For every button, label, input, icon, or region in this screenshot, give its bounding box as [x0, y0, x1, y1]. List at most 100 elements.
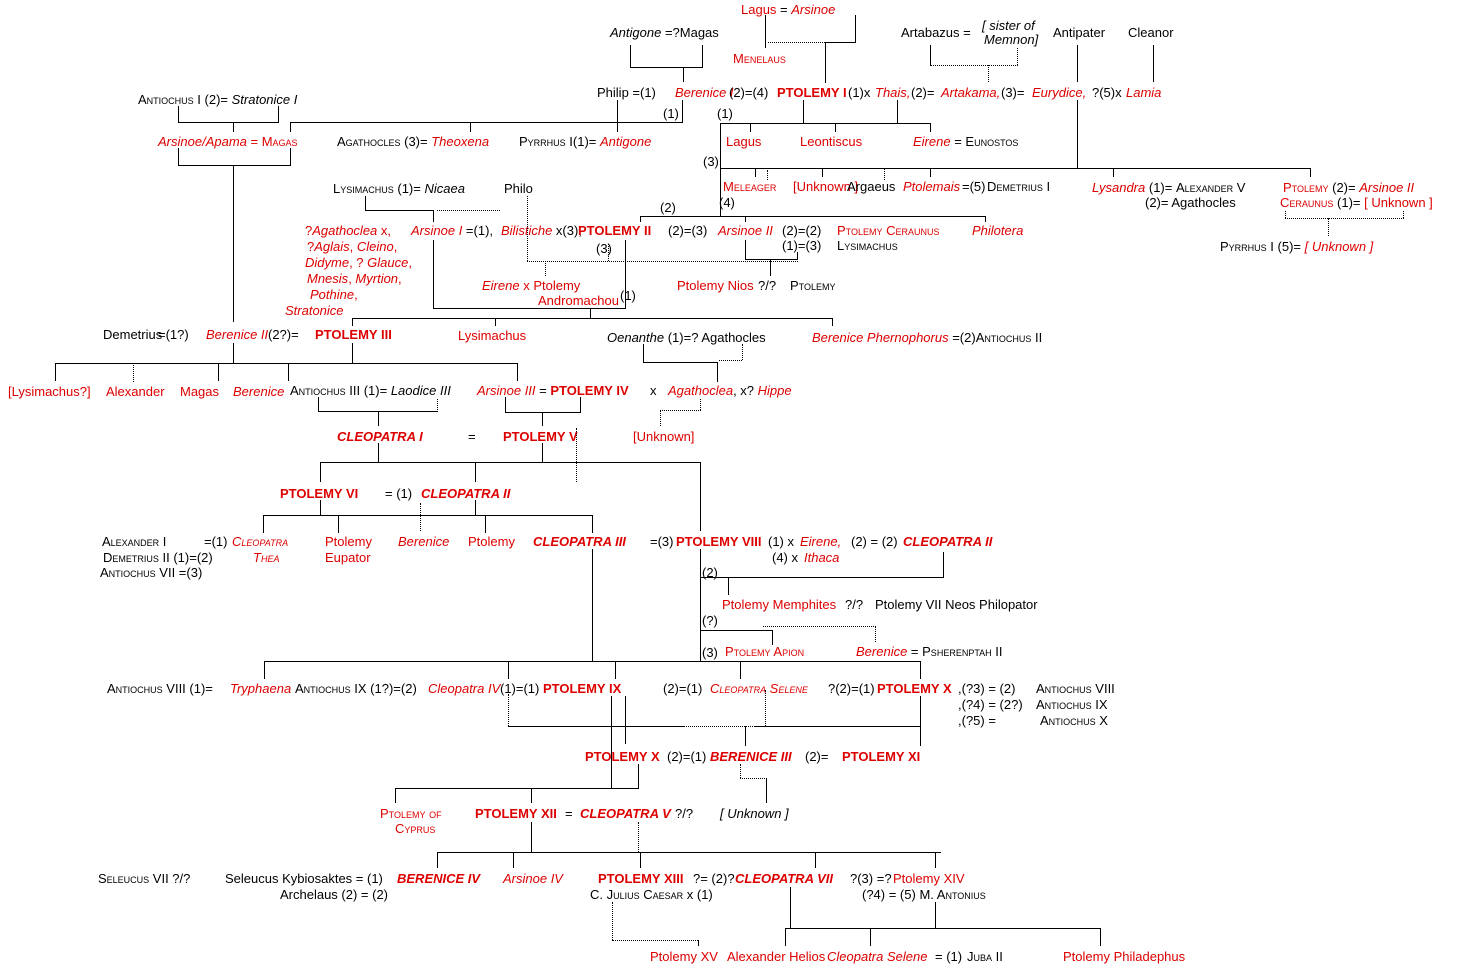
person-label: Agathocles (3)= Theoxena [337, 135, 489, 149]
person-label: Ptolemy [468, 535, 515, 549]
person-label-text: = (1) [385, 486, 413, 501]
person-label-text: VIII [1091, 681, 1115, 696]
person-label-text: PTOLEMY IX [543, 681, 622, 696]
connector-line [920, 696, 921, 746]
person-label-text: Alexander [106, 384, 165, 399]
person-label: (2)= [805, 750, 828, 764]
connector-line [517, 363, 518, 381]
person-label-text: Cleopatra Selene [710, 681, 808, 696]
person-label-text: = [468, 429, 476, 444]
person-label-text: Ceraunus [1280, 195, 1334, 210]
person-label: Arsinoe/Apama = Magas [158, 135, 298, 149]
person-label-text: PTOLEMY VI [280, 486, 359, 501]
dotted-connector-line [612, 902, 613, 940]
person-label: Antiochus IX (1?)=(2) [295, 682, 417, 696]
person-label: Menelaus [733, 52, 786, 66]
person-label: Antiochus X [1040, 714, 1108, 728]
person-label-text: ?(3) =? [850, 871, 892, 886]
person-label-text: VII =(3) [155, 565, 203, 580]
person-label-text: = (1) [935, 949, 963, 964]
person-label-text: Eupator [325, 550, 371, 565]
person-label-text: (2)=(3) [668, 223, 708, 238]
person-label-text: (2)=(1) [667, 749, 707, 764]
person-label: =(5) [962, 180, 985, 194]
person-label: (2?)= [268, 328, 299, 342]
dotted-connector-line [884, 168, 885, 180]
connector-line [750, 123, 751, 132]
person-label: Thea [253, 551, 279, 565]
person-label: Demetrius II (1)=(2) [103, 551, 213, 565]
person-label: Ithaca [804, 551, 839, 565]
person-label-text: (1)=(3) [782, 238, 822, 253]
person-label-text: [ Unknown ] [1364, 195, 1433, 210]
person-label-text: I [1042, 179, 1051, 194]
person-label-text: Cleopatra [232, 534, 289, 549]
person-label-text: = [246, 134, 262, 149]
connector-line [352, 318, 353, 326]
person-label-text: Arsinoe III [477, 383, 536, 398]
person-label: PTOLEMY XI [842, 750, 920, 764]
connector-line [218, 363, 219, 381]
person-label: = [565, 807, 573, 821]
person-label-text: = [776, 2, 792, 17]
person-label: Antiochus I (2)= Stratonice I [138, 93, 297, 107]
person-label: ?/? [758, 279, 776, 293]
person-label-text: x (1) [683, 887, 713, 902]
connector-line [178, 122, 279, 123]
connector-line [433, 240, 434, 308]
person-label-text: , [349, 239, 357, 254]
person-label: Juba II [967, 950, 1003, 964]
person-label-text: X [1095, 713, 1108, 728]
connector-line [233, 165, 234, 322]
connector-line [320, 462, 321, 482]
person-label-text: , [398, 271, 402, 286]
person-label: ?= (2)? [693, 872, 735, 886]
person-label-text: (?4) = (5) [862, 887, 920, 902]
person-label-text: Ptolemy [468, 534, 515, 549]
person-label: (2)=(4) [729, 86, 768, 100]
person-label: C. Julius Caesar x (1) [590, 888, 713, 902]
person-label-text: Arsinoe [791, 2, 836, 17]
connector-line [1310, 168, 1311, 177]
person-label-text: Leontiscus [800, 134, 863, 149]
connector-line [702, 45, 703, 68]
person-label-text: Cleopatra IV [428, 681, 501, 696]
person-label-text: PTOLEMY XI [842, 749, 921, 764]
connector-line [700, 462, 701, 531]
person-label: (1) x [768, 535, 794, 549]
person-label: (3) [596, 242, 612, 256]
person-label-text: Antiochus [107, 681, 163, 696]
person-label-text: (2) [660, 200, 676, 215]
person-label: Ptolemy Ceraunus [837, 224, 940, 238]
dotted-connector-line [1403, 211, 1404, 218]
person-label-text: , [354, 287, 358, 302]
person-label: ,(?5) = [958, 714, 996, 728]
person-label: Lamia [1126, 86, 1161, 100]
person-label: Pothine, [310, 288, 358, 302]
person-label: Ptolemy [325, 535, 372, 549]
connector-line [683, 67, 684, 82]
person-label: Ceraunus (1)= [ Unknown ] [1280, 196, 1433, 210]
person-label-text: CLEOPATRA II [421, 486, 511, 501]
person-label-text: Lysimachus [333, 181, 394, 196]
connector-line [700, 549, 701, 661]
person-label: CLEOPATRA III [533, 535, 626, 549]
person-label-text: ?(2)=(1) [828, 681, 875, 696]
person-label: Meleager [723, 180, 776, 194]
dotted-connector-line [700, 399, 701, 410]
dotted-connector-line [719, 360, 742, 361]
person-label-text: x, [377, 223, 392, 238]
connector-line [318, 397, 319, 411]
dotted-connector-line [930, 65, 1018, 66]
person-label-text: (1)=? Agathocles [664, 330, 766, 345]
person-label-text: Psherenptah [922, 644, 992, 659]
person-label-text: Berenice [233, 384, 285, 399]
person-label-text: Berenice II [206, 327, 269, 342]
person-label-text: I(1)= [565, 134, 601, 149]
person-label-text: Lagus [726, 134, 762, 149]
dotted-connector-line [612, 940, 698, 941]
person-label-text: PTOLEMY XII [475, 806, 557, 821]
connector-line [508, 726, 684, 727]
person-label-text: CLEOPATRA III [533, 534, 626, 549]
connector-line [682, 100, 683, 122]
